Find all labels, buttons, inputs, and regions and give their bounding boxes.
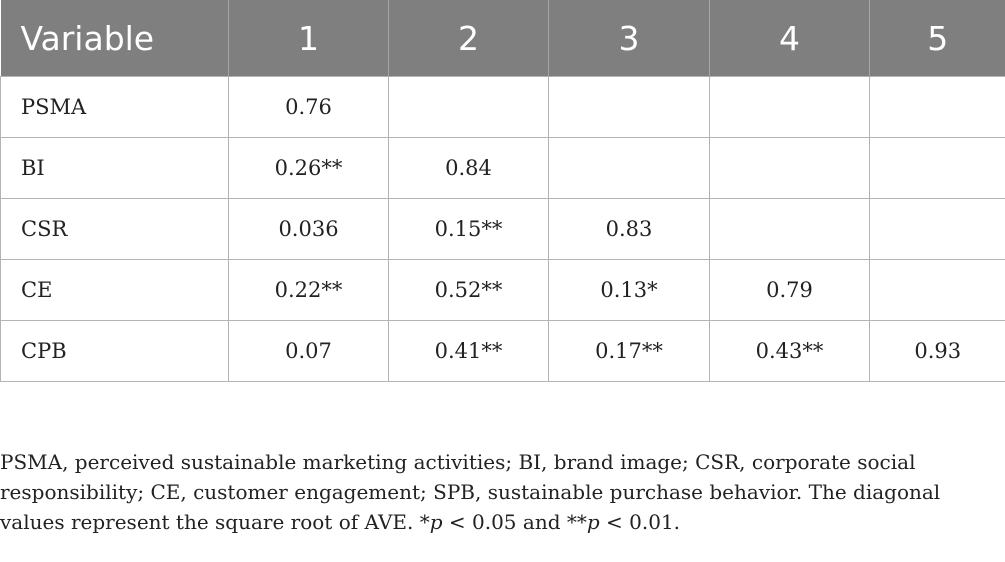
table-cell: 0.83 [548,198,710,260]
correlation-table: Variable 1 2 3 4 5 PSMA 0.76 BI 0.26** 0… [0,0,1005,382]
table-cell: 0.22** [228,259,389,321]
footnote-text-3: < 0.01. [599,510,681,534]
header-variable: Variable [0,0,229,77]
table-cell [709,76,870,138]
table-cell [869,259,1005,321]
row-label: BI [0,137,229,199]
row-label: CSR [0,198,229,260]
table-cell: 0.07 [228,320,389,382]
row-label: CPB [0,320,229,382]
table-cell [548,137,710,199]
table-cell: 0.15** [388,198,549,260]
table-cell [709,198,870,260]
header-col-5: 5 [869,0,1005,77]
table-cell: 0.17** [548,320,710,382]
table-footnote: PSMA, perceived sustainable marketing ac… [0,447,990,537]
header-col-4: 4 [709,0,870,77]
footnote-p-symbol-1: p [429,510,443,534]
row-label: PSMA [0,76,229,138]
footnote-p-symbol-2: p [586,510,600,534]
table-cell: 0.43** [709,320,870,382]
row-label: CE [0,259,229,321]
footnote-text-1: PSMA, perceived sustainable marketing ac… [0,450,941,534]
table-cell: 0.41** [388,320,549,382]
table-cell: 0.84 [388,137,549,199]
table-cell [869,137,1005,199]
table-row: PSMA 0.76 [0,76,1005,138]
correlation-table-container: Variable 1 2 3 4 5 PSMA 0.76 BI 0.26** 0… [0,0,1005,382]
table-cell [869,76,1005,138]
table-cell: 0.26** [228,137,389,199]
table-row: CPB 0.07 0.41** 0.17** 0.43** 0.93 [0,320,1005,382]
table-cell: 0.93 [869,320,1005,382]
header-col-1: 1 [228,0,389,77]
table-cell [388,76,549,138]
table-cell [869,198,1005,260]
header-col-2: 2 [388,0,549,77]
table-row: CSR 0.036 0.15** 0.83 [0,198,1005,260]
table-header-row: Variable 1 2 3 4 5 [0,0,1005,77]
table-cell: 0.13* [548,259,710,321]
table-cell: 0.52** [388,259,549,321]
table-cell [548,76,710,138]
table-cell: 0.036 [228,198,389,260]
table-row: CE 0.22** 0.52** 0.13* 0.79 [0,259,1005,321]
table-row: BI 0.26** 0.84 [0,137,1005,199]
table-cell: 0.76 [228,76,389,138]
footnote-text-2: < 0.05 and ** [442,510,587,534]
table-cell: 0.79 [709,259,870,321]
table-cell [709,137,870,199]
header-col-3: 3 [548,0,710,77]
